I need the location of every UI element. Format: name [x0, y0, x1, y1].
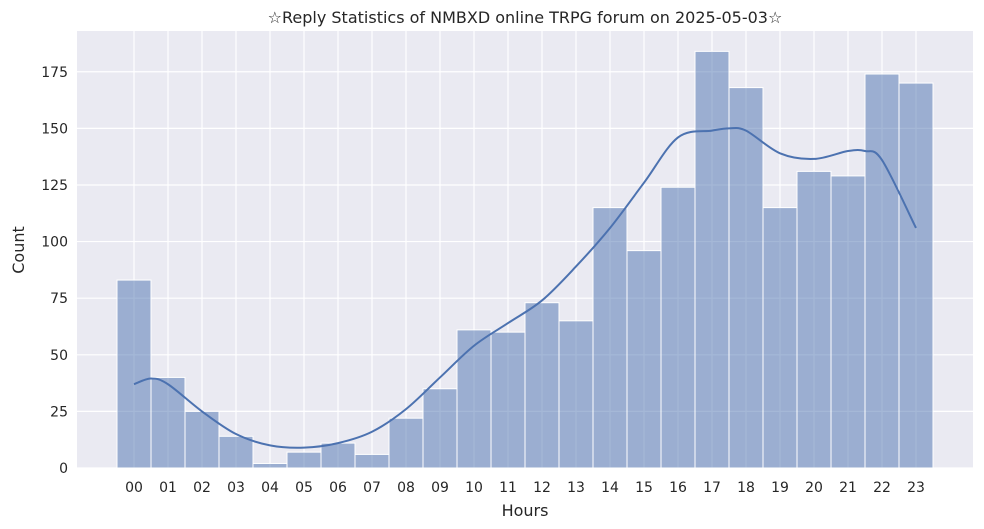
kde-curve [133, 126, 917, 449]
x-tick-label: 15 [635, 480, 653, 496]
bar-12 [524, 302, 560, 469]
bar-00 [116, 279, 152, 469]
bar-05 [286, 451, 322, 469]
x-tick-label: 05 [295, 480, 313, 496]
bar-16 [660, 186, 696, 469]
y-tick-label: 175 [41, 65, 68, 81]
bars [116, 50, 934, 469]
x-tick-label: 13 [567, 480, 585, 496]
y-tick-label: 25 [50, 404, 68, 420]
y-tick-label: 100 [41, 235, 68, 251]
x-tick-label: 09 [431, 480, 449, 496]
bar-08 [388, 417, 424, 469]
bar-17 [694, 50, 730, 469]
bar-18 [728, 87, 764, 469]
x-tick-label: 19 [771, 480, 789, 496]
bar-11 [490, 331, 526, 469]
bar-09 [422, 388, 458, 469]
y-tick-label: 50 [50, 348, 68, 364]
x-tick-label: 03 [227, 480, 245, 496]
x-tick-label: 18 [737, 480, 755, 496]
x-tick-label: 00 [125, 480, 143, 496]
x-tick-label: 07 [363, 480, 381, 496]
bar-19 [762, 207, 798, 469]
bar-22 [864, 73, 900, 469]
y-axis-ticks: 0 25 50 75 100 125 150 175 [41, 65, 68, 477]
bar-14 [592, 207, 628, 469]
x-tick-label: 20 [805, 480, 823, 496]
x-tick-label: 10 [465, 480, 483, 496]
y-tick-label: 125 [41, 178, 68, 194]
y-tick-label: 0 [59, 461, 68, 477]
x-tick-label: 11 [499, 480, 517, 496]
bar-03 [218, 435, 254, 469]
x-tick-label: 08 [397, 480, 415, 496]
kde-curve-group [133, 126, 917, 449]
y-axis-label: Count [9, 226, 28, 274]
x-tick-label: 14 [601, 480, 619, 496]
chart-title: ☆Reply Statistics of NMBXD online TRPG f… [268, 8, 783, 27]
bar-20 [796, 170, 832, 469]
bar-23 [898, 82, 934, 469]
bar-06 [320, 442, 356, 469]
bar-01 [150, 376, 186, 469]
x-tick-label: 02 [193, 480, 211, 496]
x-tick-label: 23 [907, 480, 925, 496]
y-tick-label: 75 [50, 291, 68, 307]
x-tick-label: 01 [159, 480, 177, 496]
bar-15 [626, 250, 662, 469]
bar-10 [456, 329, 492, 469]
bar-13 [558, 320, 594, 469]
x-tick-label: 16 [669, 480, 687, 496]
y-tick-label: 150 [41, 121, 68, 137]
x-tick-label: 12 [533, 480, 551, 496]
x-tick-label: 21 [839, 480, 857, 496]
x-tick-label: 22 [873, 480, 891, 496]
x-axis-ticks: 00 01 02 03 04 05 06 07 08 09 10 11 12 13 14 15 16 17 18 19… [125, 480, 925, 496]
x-tick-label: 06 [329, 480, 347, 496]
x-tick-label: 17 [703, 480, 721, 496]
bar-07 [354, 453, 390, 469]
x-axis-label: Hours [502, 501, 549, 520]
bar-21 [830, 175, 866, 469]
bar-04 [252, 462, 288, 469]
x-tick-label: 04 [261, 480, 279, 496]
